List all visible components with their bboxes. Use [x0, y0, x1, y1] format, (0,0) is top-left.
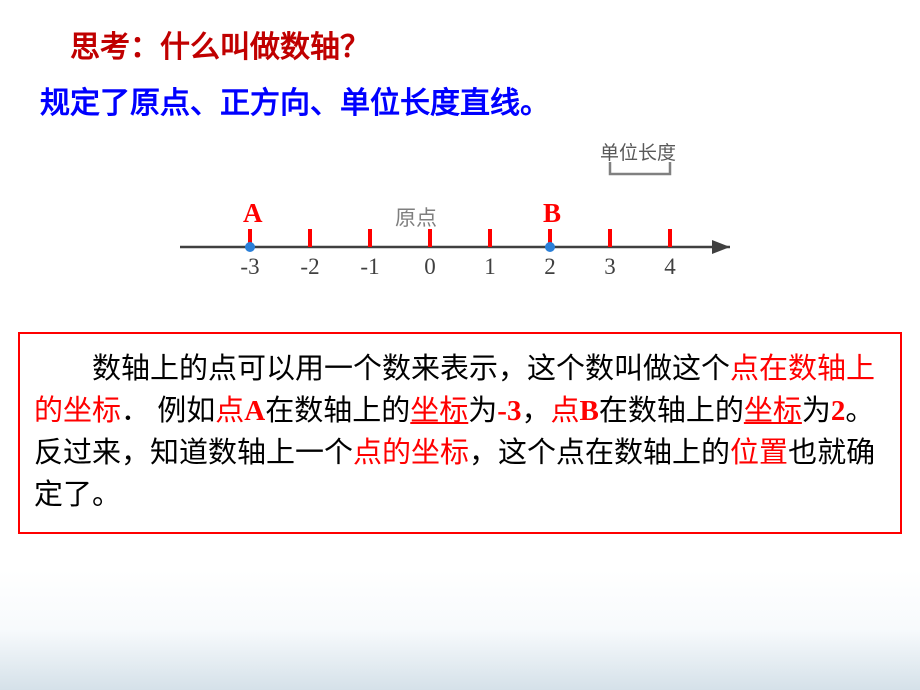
- text-seg: ． 例如: [121, 395, 215, 427]
- explanation-box: 数轴上的点可以用一个数来表示，这个数叫做这个点在数轴上的坐标． 例如点A在数轴上…: [18, 332, 902, 534]
- text-highlight: B: [580, 395, 599, 427]
- tick-label: 0: [424, 254, 436, 280]
- slide-content: 思考：什么叫做数轴？ 规定了原点、正方向、单位长度直线。 单位长度 原点 A B: [0, 0, 920, 534]
- tick-label: 2: [544, 254, 556, 280]
- tick-label: 3: [604, 254, 616, 280]
- number-line-axis: [0, 132, 920, 332]
- definition-line: 规定了原点、正方向、单位长度直线。: [0, 78, 920, 132]
- text-seg: 为: [802, 395, 831, 427]
- tick-label: 4: [664, 254, 676, 280]
- tick-label: 1: [484, 254, 496, 280]
- tick-label: -1: [360, 254, 379, 280]
- tick-label: -3: [240, 254, 259, 280]
- number-line-diagram: 单位长度 原点 A B -3 -2 -1 0 1: [0, 132, 920, 332]
- text-seg: 在数轴上的: [599, 395, 744, 427]
- text-highlight: -3: [497, 395, 521, 427]
- explanation-paragraph: 数轴上的点可以用一个数来表示，这个数叫做这个点在数轴上的坐标． 例如点A在数轴上…: [34, 348, 886, 516]
- text-highlight: 2: [831, 395, 846, 427]
- text-highlight: 点的坐标: [353, 437, 469, 469]
- text-seg: ，这个点在数轴上的: [469, 437, 730, 469]
- background-decoration: [0, 570, 920, 690]
- text-highlight: 位置: [730, 437, 788, 469]
- text-seg: ，: [521, 395, 550, 427]
- text-highlight: A: [244, 395, 265, 427]
- text-seg: 数轴上的点可以用一个数来表示，这个数叫做这个: [92, 353, 730, 385]
- question-heading: 思考：什么叫做数轴？: [0, 0, 920, 78]
- text-seg: 为: [468, 395, 497, 427]
- text-highlight: 点: [215, 395, 244, 427]
- text-seg: 在数轴上的: [265, 395, 410, 427]
- text-underline: 坐标: [744, 395, 802, 427]
- text-underline: 坐标: [410, 395, 468, 427]
- text-highlight: 点: [550, 395, 579, 427]
- tick-label: -2: [300, 254, 319, 280]
